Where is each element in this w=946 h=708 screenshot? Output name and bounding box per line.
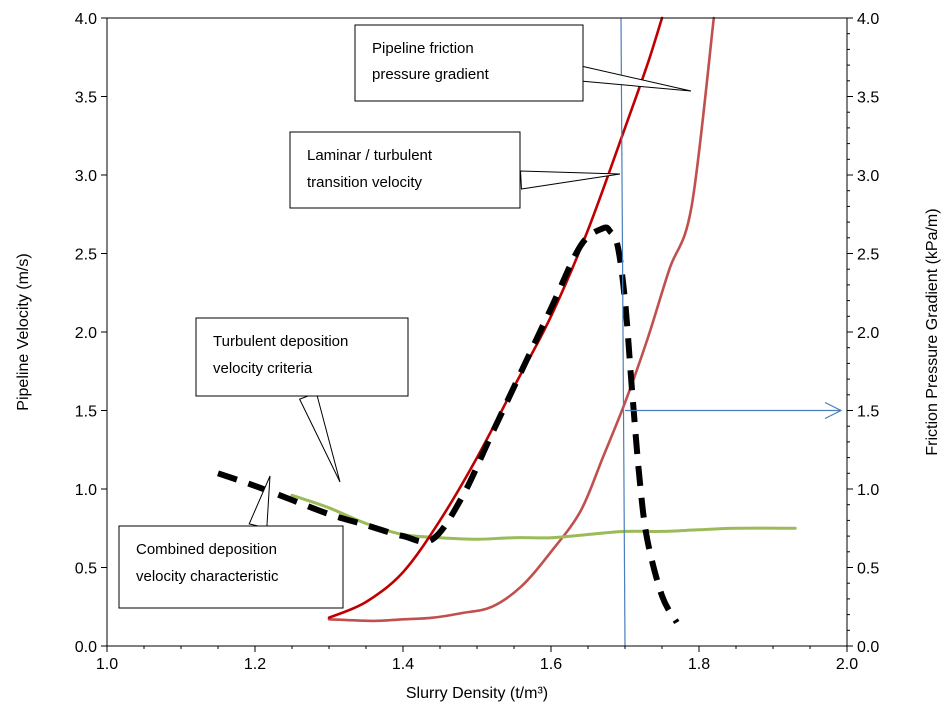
y2-tick-label: 4.0 [857, 11, 879, 28]
callout-box [354, 24, 584, 102]
y2-tick-label: 2.5 [857, 247, 879, 264]
callout-laminar: Laminar / turbulent transition velocity [289, 131, 621, 209]
x-tick-label: 2.0 [836, 656, 858, 673]
y2-tick-label: 1.5 [857, 404, 879, 421]
callout-box [195, 317, 409, 397]
series-line-laminar [327, 16, 664, 619]
reference-line [620, 17, 626, 647]
callout-friction: Pipeline friction pressure gradient [354, 24, 692, 102]
y-tick-label: 3.5 [75, 90, 97, 107]
callout-text-line: velocity characteristic [136, 568, 279, 585]
callout-pointer [519, 170, 621, 190]
callout-text-line: Combined deposition [136, 541, 277, 558]
y2-tick-label: 0.0 [857, 639, 879, 656]
callout-text-line: Pipeline friction [372, 40, 474, 57]
x-tick-label: 1.6 [540, 656, 562, 673]
callout-box [289, 131, 521, 209]
series-line-turbulent [290, 493, 797, 541]
y2-tick-label: 1.0 [857, 482, 879, 499]
y-tick-label: 2.0 [75, 325, 97, 342]
x-axis-title: Slurry Density (t/m³) [406, 685, 548, 702]
callout-text-line: velocity criteria [213, 360, 313, 377]
y-axis-title: Pipeline Velocity (m/s) [15, 253, 32, 410]
y2-tick-label: 2.0 [857, 325, 879, 342]
reference-layer [620, 17, 843, 647]
series-line-combined [217, 224, 680, 625]
y2-tick-label: 3.5 [857, 90, 879, 107]
y-tick-label: 0.0 [75, 639, 97, 656]
y-tick-label: 2.5 [75, 247, 97, 264]
y-tick-label: 3.0 [75, 168, 97, 185]
series-line-friction [327, 16, 716, 623]
x-tick-label: 1.4 [392, 656, 414, 673]
callout-layer: Pipeline friction pressure gradient Lamina… [118, 24, 692, 609]
x-tick-label: 1.0 [96, 656, 118, 673]
series-layer [217, 16, 797, 625]
y-tick-label: 1.5 [75, 404, 97, 421]
x-tick-label: 1.8 [688, 656, 710, 673]
callout-text-line: pressure gradient [372, 66, 490, 83]
callout-box [118, 525, 344, 609]
callout-combined: Combined deposition velocity characterist… [118, 475, 344, 609]
y-tick-label: 1.0 [75, 482, 97, 499]
callout-text-line: transition velocity [307, 174, 423, 191]
callout-text-line: Turbulent deposition [213, 333, 348, 350]
x-tick-label: 1.2 [244, 656, 266, 673]
y2-axis-title: Friction Pressure Gradient (kPa/m) [924, 208, 941, 455]
y-tick-label: 4.0 [75, 11, 97, 28]
callout-turbulent: Turbulent deposition velocity criteria [195, 317, 409, 483]
callout-text-line: Laminar / turbulent [307, 147, 433, 164]
y2-tick-label: 0.5 [857, 561, 879, 578]
reference-arrow-head [824, 401, 843, 420]
y-tick-label: 0.5 [75, 561, 97, 578]
axis-layer: 1.0 1.2 1.4 1.6 1.8 2.00.00.51.01.52.02.53.03… [75, 11, 880, 673]
y2-tick-label: 3.0 [857, 168, 879, 185]
